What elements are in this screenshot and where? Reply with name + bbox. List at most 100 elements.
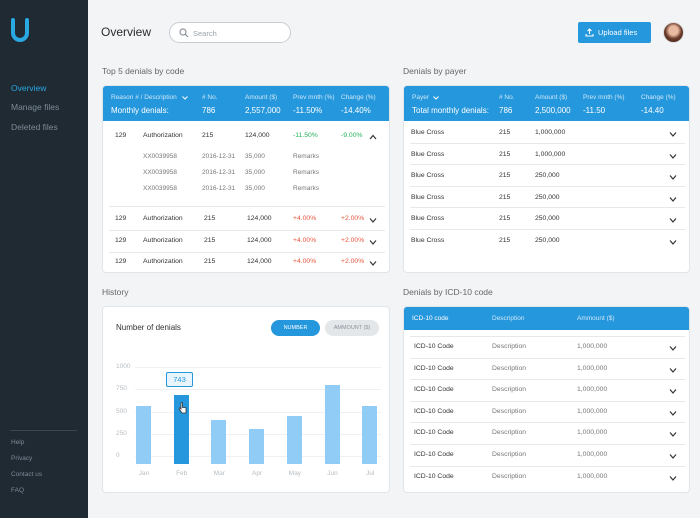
gridline	[135, 367, 381, 368]
row-no: 215	[499, 236, 511, 244]
col-amount: Amount ($)	[245, 94, 278, 101]
divider	[410, 185, 685, 187]
bar-tooltip: 743	[166, 372, 193, 387]
row-amount: 250,000	[535, 172, 560, 179]
nav-deleted-files[interactable]: Deleted files	[11, 122, 58, 132]
summary-no: 786	[202, 106, 216, 115]
summary-change: -14.40	[641, 106, 664, 115]
sub-remarks: Remarks	[293, 185, 320, 192]
y-tick-label: 0	[116, 452, 120, 459]
icd-code: ICD-10 Code	[414, 343, 454, 350]
col-ammount: Ammount ($)	[577, 315, 615, 322]
toggle-number[interactable]: NUMBER	[271, 320, 320, 336]
icd-description: Description	[492, 472, 526, 480]
search-box[interactable]	[169, 22, 291, 43]
col-no: # No.	[499, 94, 515, 101]
x-tick-label: Jan	[138, 470, 150, 477]
divider	[410, 164, 685, 165]
row-prev: -11.50%	[293, 132, 318, 139]
icd-code: ICD-10 Code	[414, 364, 454, 372]
chevron-down-icon[interactable]	[369, 239, 377, 245]
icd-amount: 1,000,000	[577, 407, 608, 415]
chevron-down-icon[interactable]	[669, 453, 677, 459]
bar-mar[interactable]	[211, 420, 227, 464]
col-change: Change (%)	[641, 94, 676, 101]
icd-code: ICD-10 Code	[414, 451, 454, 458]
col-reason[interactable]: Reason # / Description	[111, 94, 177, 101]
divider	[410, 422, 685, 424]
chevron-down-icon[interactable]	[669, 196, 677, 202]
chevron-down-icon[interactable]	[369, 260, 377, 266]
chevron-down-icon[interactable]	[669, 367, 677, 373]
col-amount: Amount ($)	[535, 94, 568, 101]
sub-amount: 35,000	[245, 153, 265, 160]
icd-description: Description	[492, 386, 526, 394]
row-no: 215	[202, 132, 214, 139]
row-change: +2.00%	[341, 215, 365, 222]
row-change: -9.00%	[341, 132, 363, 139]
divider	[410, 207, 685, 208]
divider	[410, 228, 685, 230]
row-desc: Authorization	[143, 215, 183, 222]
avatar[interactable]	[663, 22, 684, 43]
divider	[410, 336, 685, 337]
row-no: 215	[204, 237, 216, 244]
search-icon	[179, 28, 189, 38]
chevron-up-icon[interactable]	[369, 134, 377, 140]
footer-faq-link[interactable]: FAQ	[11, 487, 25, 494]
icd-amount: 1,000,000	[577, 472, 608, 480]
icd-description: Description	[492, 343, 526, 350]
footer-privacy-link[interactable]: Privacy	[11, 455, 33, 462]
chevron-down-icon[interactable]	[669, 174, 677, 180]
chevron-down-icon[interactable]	[669, 153, 677, 159]
footer-contact-link[interactable]: Contact us	[11, 471, 43, 478]
row-amount: 250,000	[535, 193, 560, 201]
bar-jan[interactable]	[136, 406, 151, 464]
row-prev: +4.00%	[293, 258, 317, 265]
upload-icon	[585, 28, 594, 37]
chevron-down-icon[interactable]	[669, 217, 677, 223]
search-input[interactable]	[193, 26, 285, 40]
chevron-down-icon[interactable]	[669, 239, 677, 245]
sort-chevron-icon[interactable]	[182, 96, 188, 100]
chevron-down-icon[interactable]	[669, 345, 677, 351]
col-no: # No.	[202, 94, 218, 101]
chevron-down-icon[interactable]	[669, 431, 677, 438]
x-tick-label: Apr	[252, 470, 263, 477]
sort-chevron-icon[interactable]	[433, 96, 439, 100]
chevron-down-icon[interactable]	[369, 217, 377, 223]
summary-label: Total monthly denials:	[412, 106, 489, 115]
footer-help-link[interactable]: Help	[11, 439, 25, 446]
nav-manage-files[interactable]: Manage files	[11, 102, 60, 112]
chevron-down-icon[interactable]	[669, 475, 677, 481]
bar-jul[interactable]	[362, 406, 378, 464]
sidebar-divider	[10, 430, 77, 431]
row-change: +2.00%	[341, 258, 365, 265]
icd-amount: 1,000,000	[577, 451, 608, 458]
payer-name: Blue Cross	[411, 150, 445, 158]
row-no: 215	[499, 150, 511, 158]
sub-date: 2016-12-31	[202, 169, 236, 176]
x-tick-label: Jul	[366, 470, 375, 477]
bar-may[interactable]	[286, 415, 302, 464]
divider	[109, 252, 385, 253]
x-tick-label: Jun	[327, 470, 338, 477]
row-desc: Authorization	[143, 258, 183, 265]
chevron-down-icon[interactable]	[669, 131, 677, 137]
icd-code: ICD-10 Code	[414, 407, 454, 415]
toggle-amount[interactable]: AMMOUNT ($)	[325, 320, 379, 336]
summary-change: -14.40%	[341, 106, 371, 115]
history-panel: Number of denials NUMBER AMMOUNT ($) 100…	[102, 306, 390, 493]
row-prev: +4.00%	[293, 215, 317, 222]
payer-name: Blue Cross	[411, 236, 445, 244]
row-desc: Authorization	[143, 237, 183, 244]
chevron-down-icon[interactable]	[669, 410, 677, 416]
nav-overview[interactable]: Overview	[11, 83, 47, 93]
icd-amount: 1,000,000	[577, 429, 608, 437]
bar-apr[interactable]	[249, 429, 265, 464]
divider	[410, 142, 685, 144]
upload-files-button[interactable]: Upload files	[578, 22, 651, 43]
bar-jun[interactable]	[324, 384, 340, 464]
col-payer[interactable]: Payer	[412, 94, 429, 101]
chevron-down-icon[interactable]	[669, 388, 677, 395]
